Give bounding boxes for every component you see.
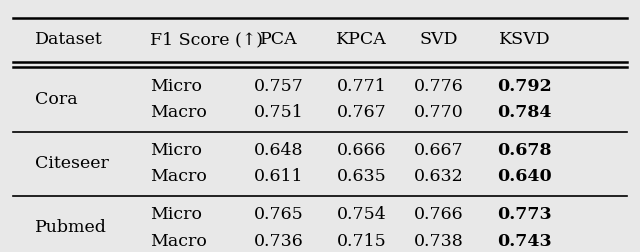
Text: Dataset: Dataset [35,31,103,48]
Text: 0.715: 0.715 [337,233,387,250]
Text: SVD: SVD [419,31,458,48]
Text: 0.776: 0.776 [413,78,463,95]
Text: 0.773: 0.773 [497,206,552,223]
Text: Micro: Micro [150,142,202,159]
Text: KSVD: KSVD [499,31,550,48]
Text: Cora: Cora [35,91,78,108]
Text: Micro: Micro [150,78,202,95]
Text: 0.648: 0.648 [253,142,303,159]
Text: F1 Score (↑): F1 Score (↑) [150,31,264,48]
Text: 0.751: 0.751 [253,104,303,121]
Text: 0.640: 0.640 [497,168,552,185]
Text: 0.767: 0.767 [337,104,387,121]
Text: 0.635: 0.635 [337,168,387,185]
Text: KPCA: KPCA [336,31,387,48]
Text: 0.754: 0.754 [337,206,387,223]
Text: 0.784: 0.784 [497,104,552,121]
Text: 0.743: 0.743 [497,233,552,250]
Text: 0.736: 0.736 [253,233,303,250]
Text: 0.792: 0.792 [497,78,552,95]
Text: 0.666: 0.666 [337,142,387,159]
Text: Macro: Macro [150,104,207,121]
Text: 0.757: 0.757 [253,78,303,95]
Text: PCA: PCA [260,31,297,48]
Text: 0.738: 0.738 [413,233,463,250]
Text: 0.611: 0.611 [253,168,303,185]
Text: 0.632: 0.632 [413,168,463,185]
Text: 0.678: 0.678 [497,142,552,159]
Text: Macro: Macro [150,233,207,250]
Text: 0.667: 0.667 [413,142,463,159]
Text: 0.770: 0.770 [413,104,463,121]
Text: 0.766: 0.766 [413,206,463,223]
Text: Macro: Macro [150,168,207,185]
Text: Pubmed: Pubmed [35,219,107,236]
Text: 0.765: 0.765 [253,206,303,223]
Text: 0.771: 0.771 [337,78,387,95]
Text: Citeseer: Citeseer [35,155,109,172]
Text: Micro: Micro [150,206,202,223]
